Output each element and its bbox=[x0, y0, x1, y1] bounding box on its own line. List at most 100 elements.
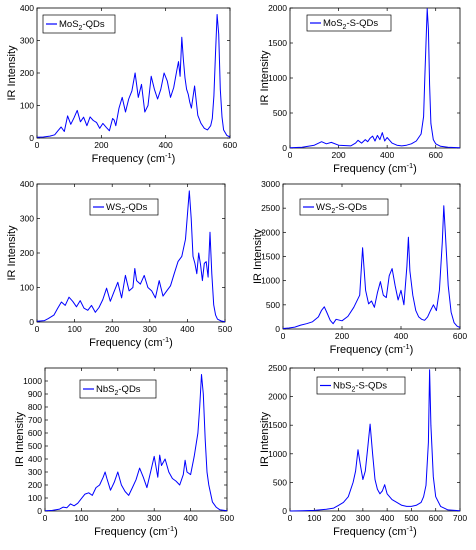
legend-box bbox=[316, 376, 406, 395]
x-axis-label: Frequency (cm-1) bbox=[89, 335, 173, 349]
legend: MoS2-QDs bbox=[42, 14, 116, 34]
x-axis-label-text: Frequency (cm bbox=[333, 526, 406, 538]
y-tick-label: 0 bbox=[29, 133, 34, 143]
legend-label-main: NbS bbox=[333, 381, 351, 392]
y-axis-label: IR Intensity bbox=[14, 411, 26, 467]
y-tick-label: 400 bbox=[20, 3, 34, 13]
legend-label-rest: -S-QDs bbox=[355, 381, 387, 392]
legend-label: MoS2-S-QDs bbox=[323, 18, 378, 31]
legend-label-rest: -QDs bbox=[82, 19, 104, 30]
y-tick-label: 1500 bbox=[268, 420, 287, 430]
legend: WS2-S-QDs bbox=[299, 198, 389, 216]
y-axis-label: IR Intensity bbox=[6, 45, 18, 101]
x-tick-label: 100 bbox=[307, 513, 321, 523]
y-tick-label: 500 bbox=[273, 477, 287, 487]
y-tick-label: 700 bbox=[28, 415, 42, 425]
x-tick-label: 400 bbox=[380, 150, 394, 160]
x-tick-label: 600 bbox=[453, 331, 467, 341]
x-tick-label: 200 bbox=[111, 513, 125, 523]
series-line-mos2-qds bbox=[36, 14, 231, 138]
x-tick-label: 0 bbox=[35, 140, 40, 150]
series-line-ws2-s-qds bbox=[282, 205, 461, 329]
y-tick-label: 900 bbox=[28, 389, 42, 399]
legend: MoS2-S-QDs bbox=[306, 14, 392, 32]
y-tick-label: 2500 bbox=[268, 363, 287, 373]
y-tick-label: 2000 bbox=[261, 227, 280, 237]
y-tick-label: 2000 bbox=[268, 3, 287, 13]
legend-label-sub: 2 bbox=[79, 25, 83, 32]
chart-ws2-qds: 0 100 200 300 400 500 0 100 200 300 400 Frequency (… bbox=[6, 179, 232, 349]
legend-label-rest: -S-QDs bbox=[335, 202, 367, 213]
legend: NbS2-S-QDs bbox=[316, 376, 406, 395]
y-tick-label: 1000 bbox=[23, 376, 42, 386]
x-tick-label: 300 bbox=[147, 513, 161, 523]
legend-label: MoS2-QDs bbox=[59, 19, 105, 32]
plot-frame bbox=[44, 367, 228, 512]
x-tick-label: 100 bbox=[68, 324, 82, 334]
series-line-nbs2-qds bbox=[44, 374, 228, 512]
x-tick-label: 500 bbox=[404, 513, 418, 523]
legend-label-main: MoS bbox=[59, 19, 79, 30]
y-axis-label: IR Intensity bbox=[259, 411, 271, 467]
legend-label-main: WS bbox=[106, 202, 121, 213]
x-tick-label: 500 bbox=[220, 513, 234, 523]
x-axis-label-sup: -1 bbox=[407, 524, 414, 533]
legend-label: WS2-S-QDs bbox=[316, 202, 367, 215]
x-tick-label: 300 bbox=[356, 513, 370, 523]
legend-box bbox=[306, 14, 392, 32]
x-tick-label: 500 bbox=[218, 324, 232, 334]
x-tick-label: 0 bbox=[43, 513, 48, 523]
y-tick-label: 100 bbox=[28, 493, 42, 503]
x-axis-label: Frequency (cm-1) bbox=[94, 524, 178, 538]
y-tick-label: 500 bbox=[266, 300, 280, 310]
y-tick-label: 2500 bbox=[261, 203, 280, 213]
y-axis-label: IR Intensity bbox=[6, 225, 18, 281]
y-tick-label: 600 bbox=[28, 428, 42, 438]
x-axis-label-end: ) bbox=[413, 163, 417, 175]
legend-label-sub: 2 bbox=[331, 208, 335, 215]
y-tick-label: 1500 bbox=[261, 252, 280, 262]
y-tick-label: 200 bbox=[20, 68, 34, 78]
x-axis-label-text: Frequency (cm bbox=[92, 153, 165, 165]
x-tick-label: 200 bbox=[335, 331, 349, 341]
x-axis-label-text: Frequency (cm bbox=[330, 344, 403, 356]
y-axis-label: IR Intensity bbox=[252, 228, 264, 284]
legend-label-main: MoS bbox=[323, 18, 343, 29]
x-axis-label: Frequency (cm-1) bbox=[333, 161, 417, 175]
series-line-ws2-qds bbox=[36, 190, 226, 323]
legend-label-sub: 2 bbox=[121, 208, 125, 215]
x-tick-label: 200 bbox=[94, 140, 108, 150]
x-axis-label-end: ) bbox=[174, 526, 178, 538]
legend-box bbox=[79, 379, 157, 399]
y-tick-label: 2000 bbox=[268, 392, 287, 402]
y-tick-label: 800 bbox=[28, 402, 42, 412]
legend-label-sub: 2 bbox=[343, 24, 347, 31]
x-axis-label-sup: -1 bbox=[163, 335, 170, 344]
x-tick-label: 400 bbox=[394, 331, 408, 341]
legend-label: WS2-QDs bbox=[106, 202, 148, 215]
y-tick-label: 0 bbox=[282, 143, 287, 153]
legend: NbS2-QDs bbox=[79, 379, 157, 399]
y-tick-label: 100 bbox=[20, 283, 34, 293]
x-tick-label: 700 bbox=[453, 513, 467, 523]
x-axis-label-sup: -1 bbox=[403, 342, 410, 351]
y-tick-label: 300 bbox=[20, 214, 34, 224]
x-axis-label-sup: -1 bbox=[168, 524, 175, 533]
x-axis-label-text: Frequency (cm bbox=[94, 526, 167, 538]
legend-label-main: WS bbox=[316, 202, 331, 213]
legend-label-sub: 2 bbox=[351, 387, 355, 394]
series-line-mos2-s-qds bbox=[289, 8, 461, 149]
legend-label: NbS2-S-QDs bbox=[333, 381, 387, 394]
x-tick-label: 200 bbox=[331, 513, 345, 523]
x-axis-label-end: ) bbox=[410, 344, 414, 356]
chart-nbs2-s-qds: 0 100 200 300 400 500 600 700 0 500 1000 1500 2000 25… bbox=[259, 363, 467, 538]
y-axis-label: IR Intensity bbox=[259, 50, 271, 106]
legend-label-rest: -QDs bbox=[118, 384, 140, 395]
x-axis-label-text: Frequency (cm bbox=[333, 163, 406, 175]
x-tick-label: 600 bbox=[429, 513, 443, 523]
legend-label-rest: -S-QDs bbox=[346, 18, 378, 29]
x-axis-label-end: ) bbox=[169, 337, 173, 349]
legend-label: NbS2-QDs bbox=[96, 384, 141, 397]
